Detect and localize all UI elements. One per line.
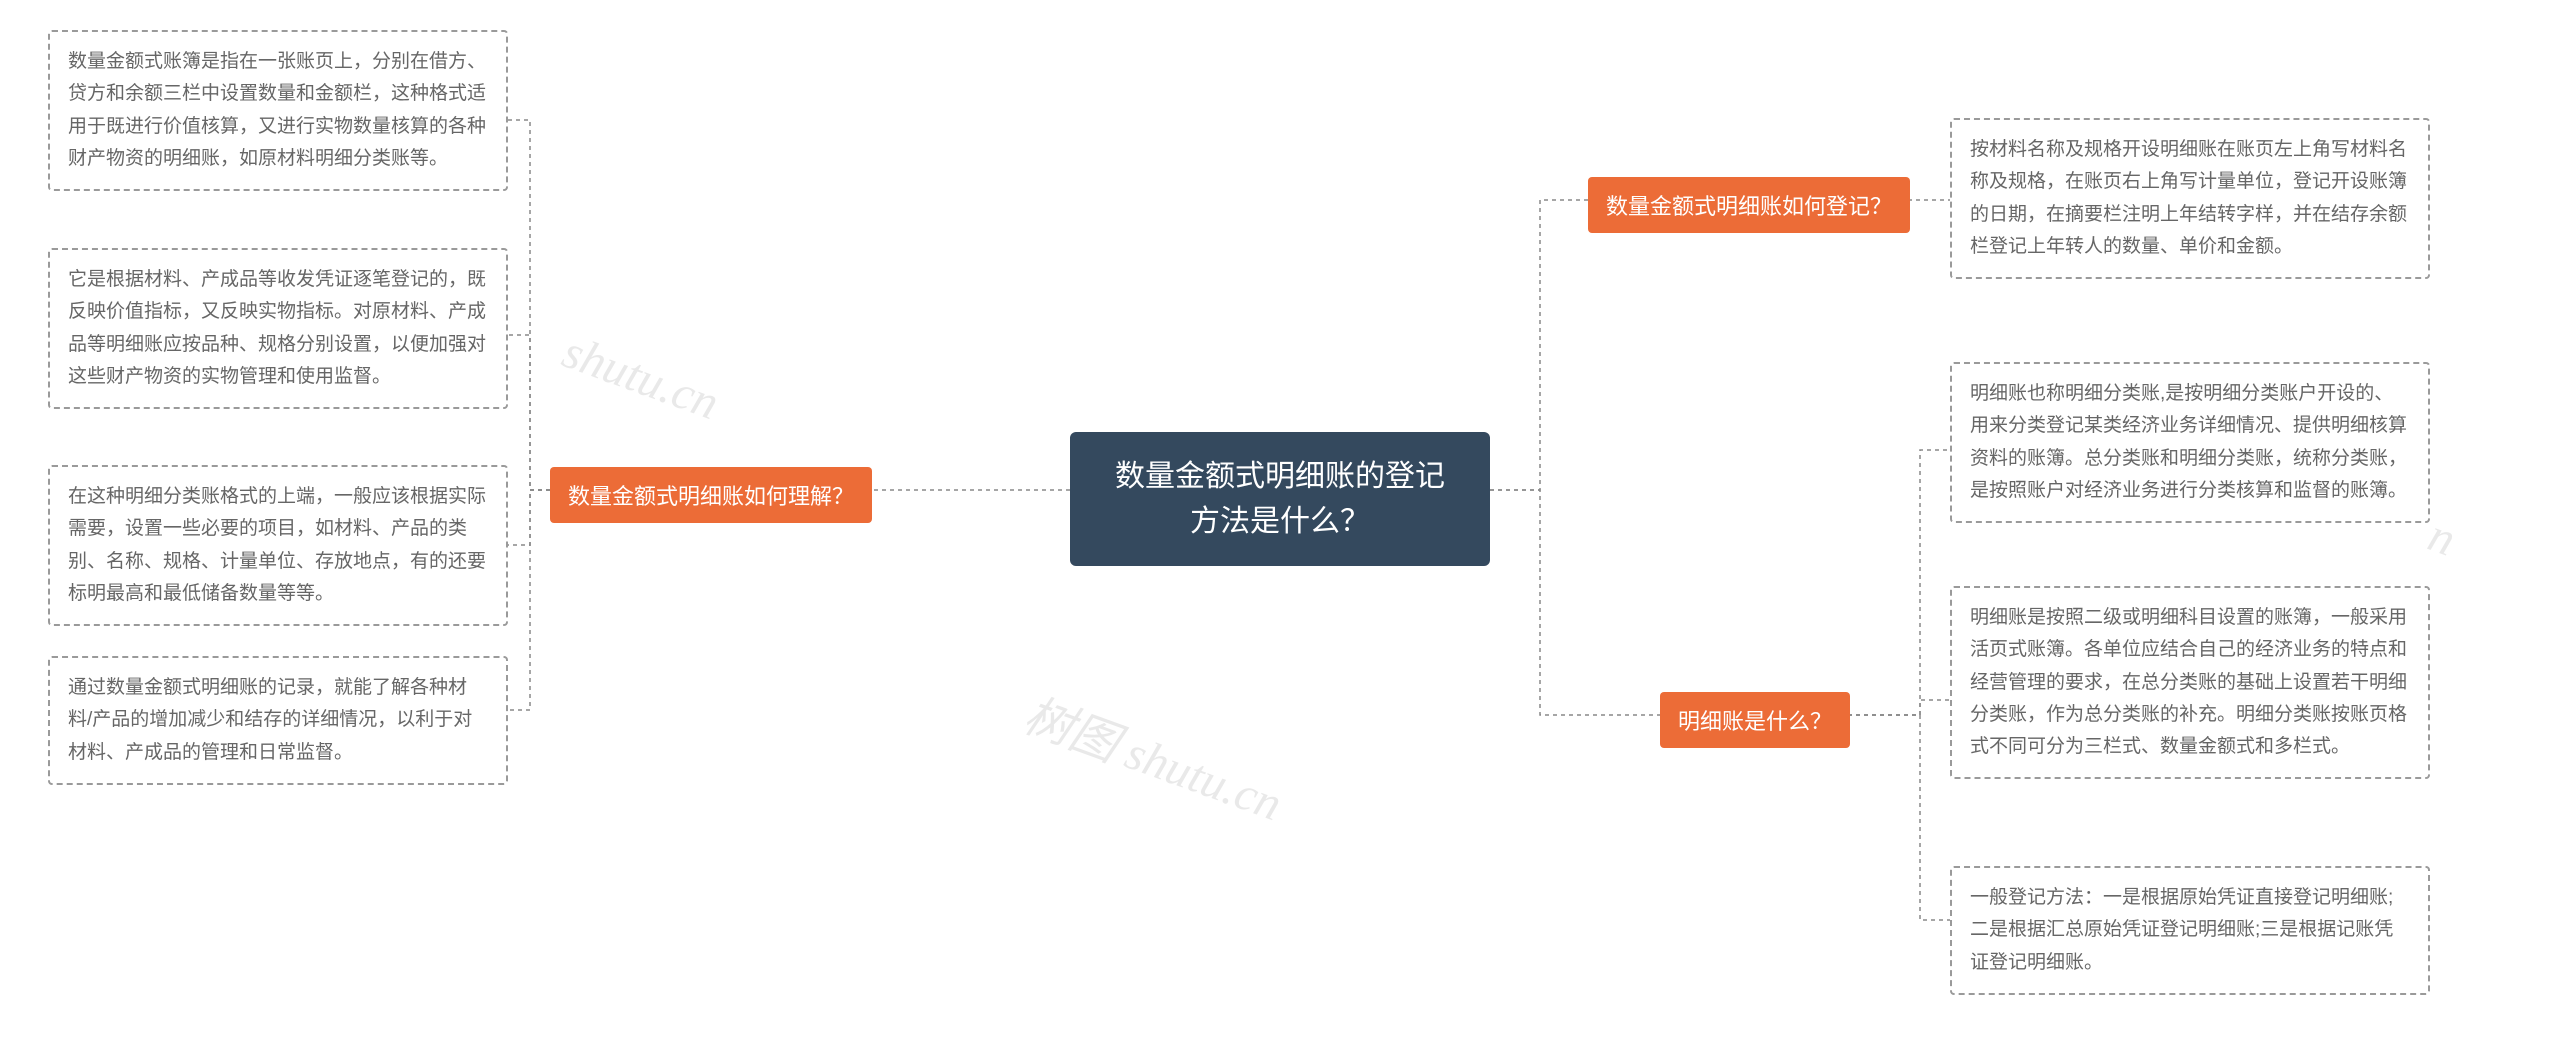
branch-label: 数量金额式明细账如何理解？: [568, 484, 854, 509]
leaf-node[interactable]: 在这种明细分类账格式的上端，一般应该根据实际需要，设置一些必要的项目，如材料、产…: [48, 465, 508, 626]
leaf-node[interactable]: 通过数量金额式明细账的记录，就能了解各种材料/产品的增加减少和结存的详细情况，以…: [48, 656, 508, 785]
center-topic-text: 数量金额式明细账的登记方法是什么？: [1115, 460, 1445, 538]
center-topic[interactable]: 数量金额式明细账的登记方法是什么？: [1070, 432, 1490, 566]
leaf-text: 一般登记方法：一是根据原始凭证直接登记明细账;二是根据汇总原始凭证登记明细账;三…: [1970, 887, 2393, 973]
branch-label: 明细账是什么？: [1678, 709, 1832, 734]
leaf-text: 它是根据材料、产成品等收发凭证逐笔登记的，既反映价值指标，又反映实物指标。对原材…: [68, 269, 486, 387]
watermark: 树图 shutu.cn: [1016, 676, 1293, 834]
leaf-text: 明细账也称明细分类账,是按明细分类账户开设的、用来分类登记某类经济业务详细情况、…: [1970, 383, 2407, 501]
leaf-text: 在这种明细分类账格式的上端，一般应该根据实际需要，设置一些必要的项目，如材料、产…: [68, 486, 486, 604]
leaf-node[interactable]: 按材料名称及规格开设明细账在账页左上角写材料名称及规格，在账页右上角写计量单位，…: [1950, 118, 2430, 279]
leaf-node[interactable]: 一般登记方法：一是根据原始凭证直接登记明细账;二是根据汇总原始凭证登记明细账;三…: [1950, 866, 2430, 995]
branch-right-register[interactable]: 数量金额式明细账如何登记？: [1588, 177, 1910, 233]
leaf-text: 明细账是按照二级或明细科目设置的账簿，一般采用活页式账簿。各单位应结合自己的经济…: [1970, 607, 2407, 757]
leaf-text: 按材料名称及规格开设明细账在账页左上角写材料名称及规格，在账页右上角写计量单位，…: [1970, 139, 2407, 257]
leaf-node[interactable]: 它是根据材料、产成品等收发凭证逐笔登记的，既反映价值指标，又反映实物指标。对原材…: [48, 248, 508, 409]
leaf-node[interactable]: 数量金额式账簿是指在一张账页上，分别在借方、贷方和余额三栏中设置数量和金额栏，这…: [48, 30, 508, 191]
branch-left[interactable]: 数量金额式明细账如何理解？: [550, 467, 872, 523]
leaf-node[interactable]: 明细账是按照二级或明细科目设置的账簿，一般采用活页式账簿。各单位应结合自己的经济…: [1950, 586, 2430, 779]
branch-label: 数量金额式明细账如何登记？: [1606, 194, 1892, 219]
leaf-text: 数量金额式账簿是指在一张账页上，分别在借方、贷方和余额三栏中设置数量和金额栏，这…: [68, 51, 486, 169]
branch-right-what[interactable]: 明细账是什么？: [1660, 692, 1850, 748]
leaf-node[interactable]: 明细账也称明细分类账,是按明细分类账户开设的、用来分类登记某类经济业务详细情况、…: [1950, 362, 2430, 523]
watermark: shutu.cn: [555, 324, 725, 431]
leaf-text: 通过数量金额式明细账的记录，就能了解各种材料/产品的增加减少和结存的详细情况，以…: [68, 677, 472, 763]
